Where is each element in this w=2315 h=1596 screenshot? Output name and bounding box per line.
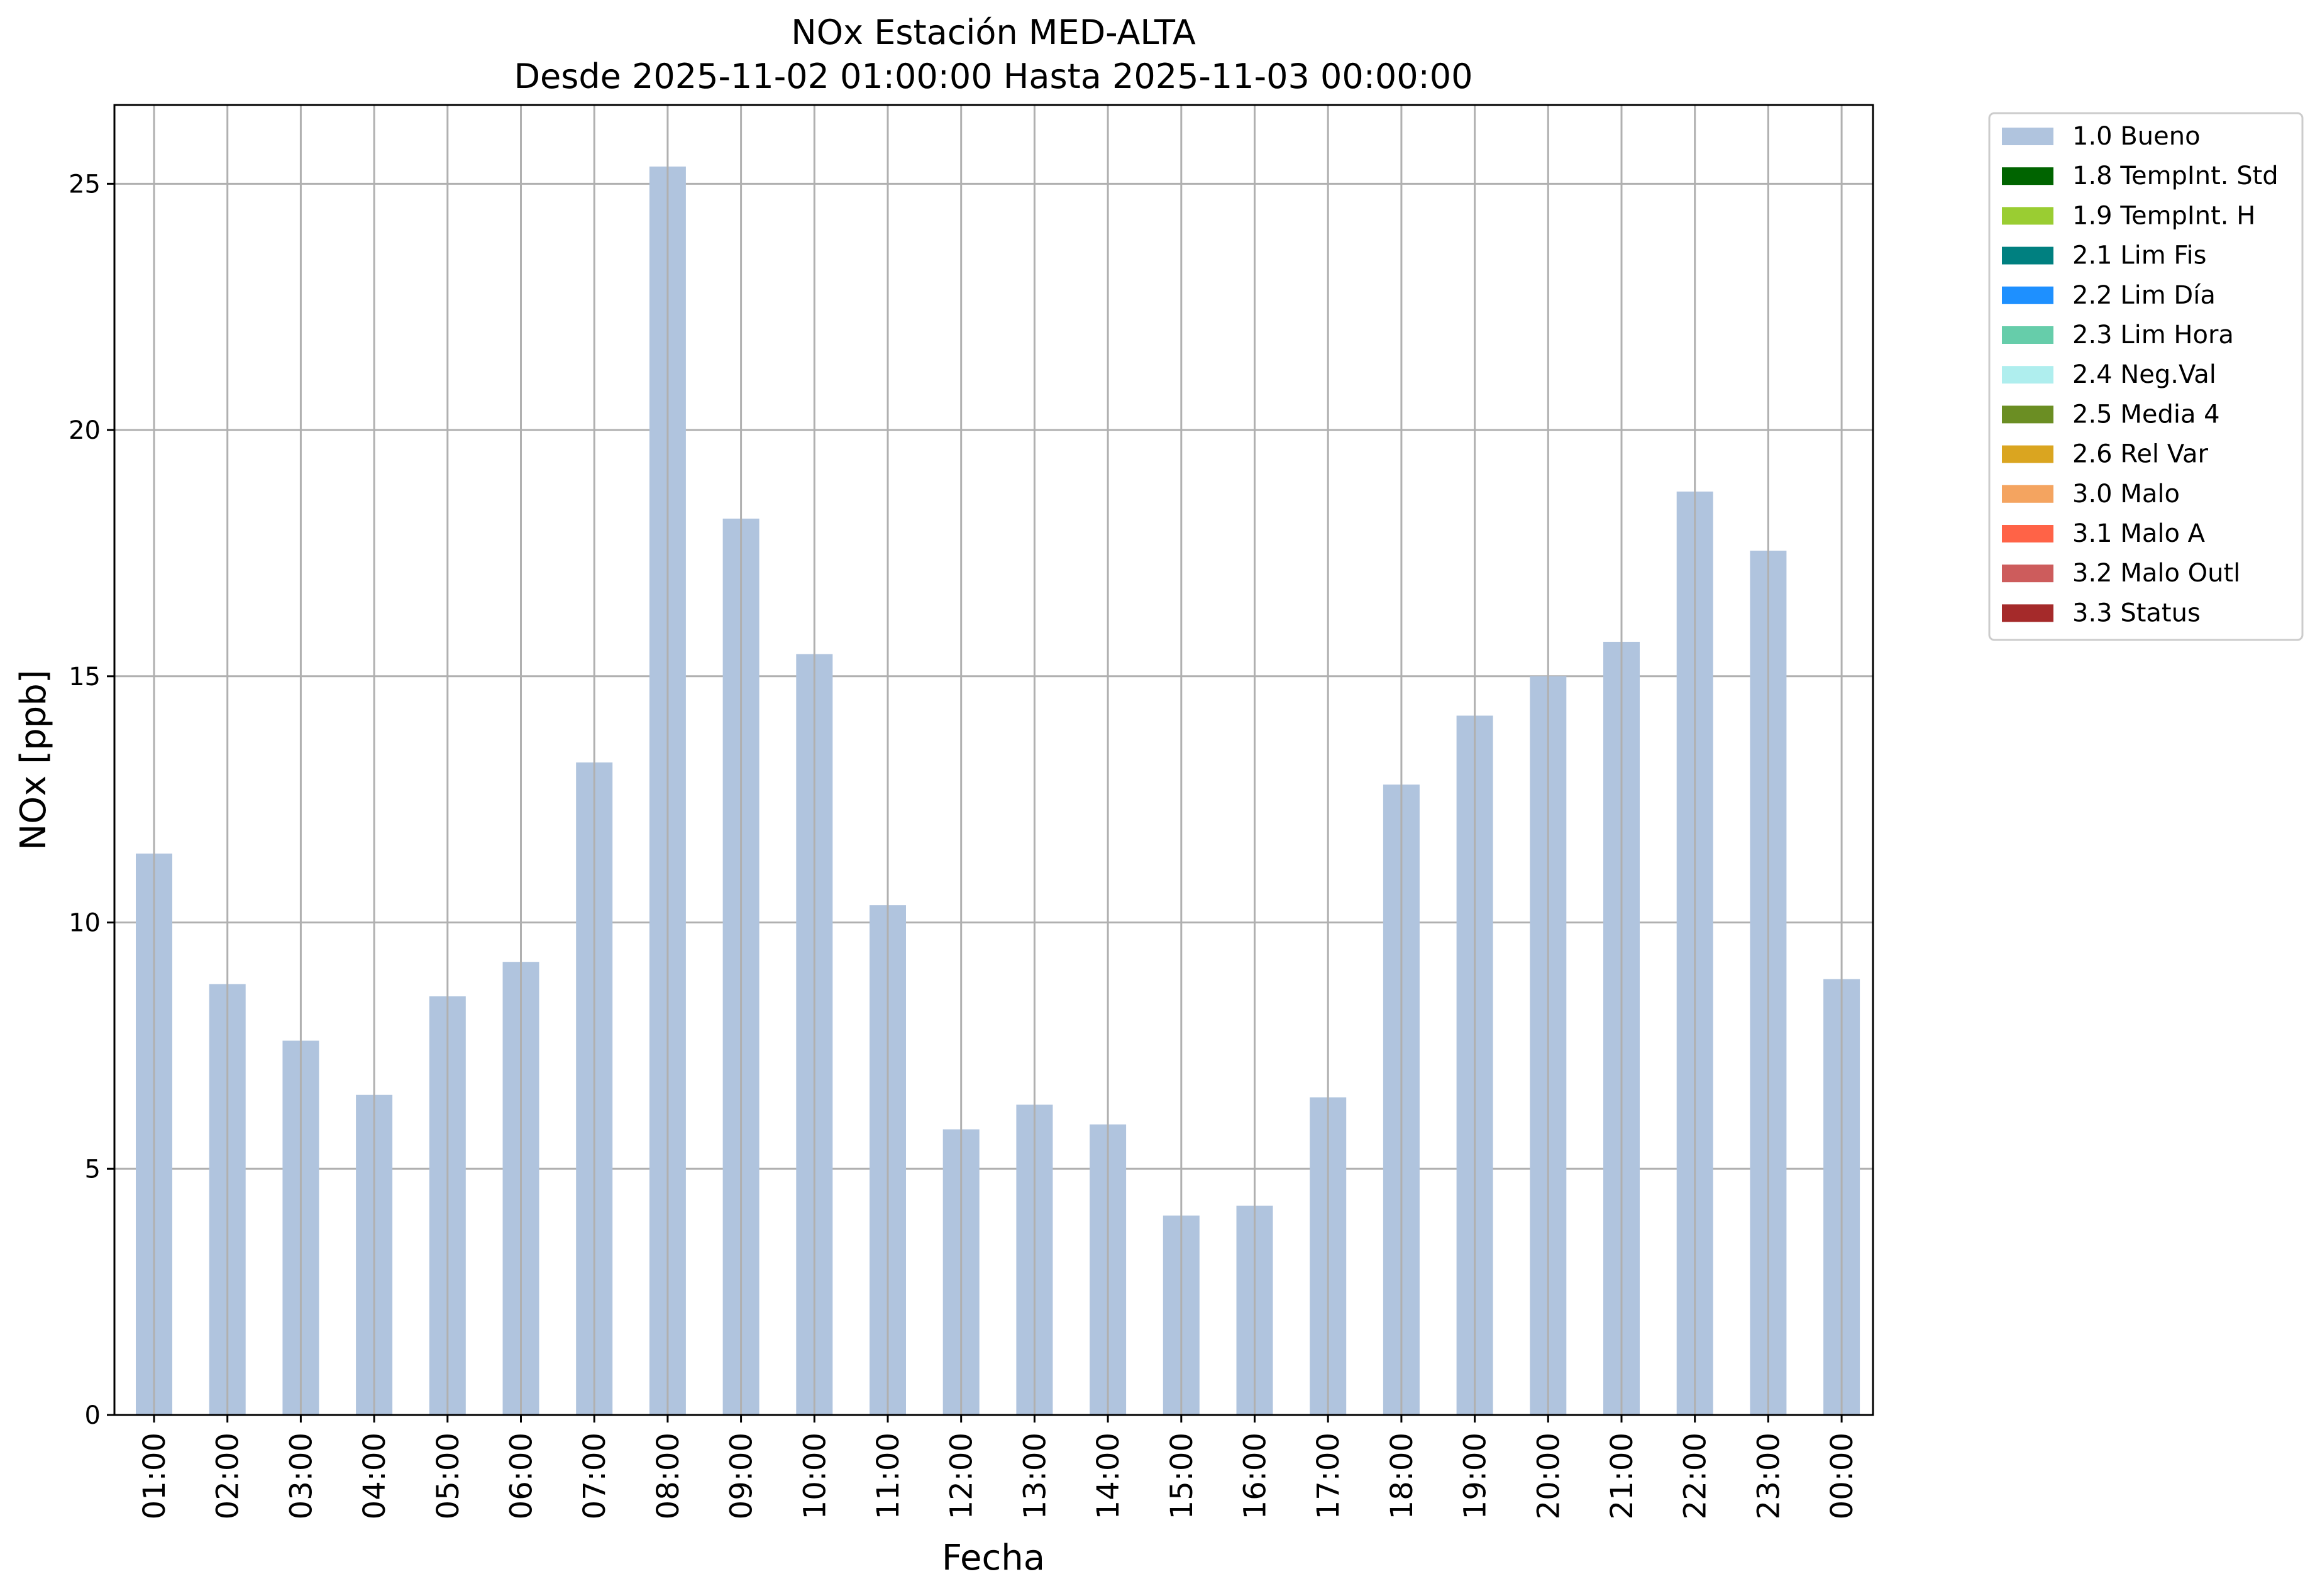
x-tick-label: 06:00 xyxy=(504,1433,539,1519)
legend-label: 2.5 Media 4 xyxy=(2072,400,2220,429)
legend-label: 2.3 Lim Hora xyxy=(2072,321,2234,349)
x-tick-label: 23:00 xyxy=(1751,1433,1786,1519)
x-tick-label: 18:00 xyxy=(1384,1433,1420,1519)
x-tick-label: 21:00 xyxy=(1605,1433,1640,1519)
x-tick-label: 09:00 xyxy=(724,1433,760,1519)
legend-swatch xyxy=(2002,564,2053,583)
legend: 1.0 Bueno 1.8 TempInt. Std 1.9 TempInt. H 2… xyxy=(1988,112,2304,641)
x-tick-label: 01:00 xyxy=(137,1433,172,1519)
legend-label: 1.8 TempInt. Std xyxy=(2072,162,2279,190)
x-tick-label: 14:00 xyxy=(1091,1433,1126,1519)
legend-label: 2.4 Neg.Val xyxy=(2072,360,2216,389)
plot-frame xyxy=(113,104,1874,1416)
x-axis-label: Fecha xyxy=(942,1538,1045,1578)
y-axis-ticks: 0 5 10 15 20 25 xyxy=(69,170,114,1430)
y-tick-label: 5 xyxy=(85,1155,101,1184)
legend-label: 3.1 Malo A xyxy=(2072,519,2206,548)
legend-label: 3.0 Malo xyxy=(2072,480,2180,509)
x-tick-label: 08:00 xyxy=(651,1433,686,1519)
x-tick-label: 22:00 xyxy=(1678,1433,1713,1519)
legend-swatch xyxy=(2002,445,2053,463)
y-tick-label: 15 xyxy=(69,663,101,691)
x-tick-label: 13:00 xyxy=(1017,1433,1053,1519)
legend-swatch xyxy=(2002,286,2053,304)
x-tick-label: 12:00 xyxy=(944,1433,980,1519)
chart-title: NOx Estación MED-ALTA xyxy=(791,13,1196,52)
legend-swatch xyxy=(2002,128,2053,145)
legend-swatch xyxy=(2002,604,2053,622)
x-tick-label: 02:00 xyxy=(211,1433,246,1519)
x-tick-label: 17:00 xyxy=(1311,1433,1346,1519)
legend-swatch xyxy=(2002,405,2053,424)
x-tick-label: 10:00 xyxy=(797,1433,832,1519)
x-tick-label: 04:00 xyxy=(357,1433,392,1519)
x-tick-label: 20:00 xyxy=(1531,1433,1566,1519)
legend-label: 2.1 Lim Fis xyxy=(2072,241,2206,270)
legend-swatch xyxy=(2002,326,2053,344)
legend-swatch xyxy=(2002,485,2053,503)
y-tick-label: 10 xyxy=(69,909,101,938)
legend-label: 2.2 Lim Día xyxy=(2072,281,2216,310)
legend-swatch xyxy=(2002,525,2053,542)
legend-label: 3.2 Malo Outl xyxy=(2072,559,2240,588)
y-axis-label: NOx [ppb] xyxy=(13,669,54,850)
legend-box xyxy=(1988,112,2304,641)
legend-label: 1.9 TempInt. H xyxy=(2072,201,2255,230)
x-tick-label: 07:00 xyxy=(577,1433,612,1519)
x-tick-label: 03:00 xyxy=(284,1433,319,1519)
x-tick-label: 16:00 xyxy=(1238,1433,1273,1519)
x-tick-label: 11:00 xyxy=(871,1433,906,1519)
legend-label: 1.0 Bueno xyxy=(2072,122,2201,151)
x-tick-label: 05:00 xyxy=(431,1433,466,1519)
chart-subtitle: Desde 2025-11-02 01:00:00 Hasta 2025-11-… xyxy=(514,57,1472,96)
grid-lines xyxy=(114,182,1873,1170)
bar-series xyxy=(136,105,1860,1416)
legend-label: 2.6 Rel Var xyxy=(2072,440,2209,469)
legend-swatch xyxy=(2002,207,2053,225)
legend-swatch xyxy=(2002,366,2053,384)
y-tick-label: 25 xyxy=(69,170,101,199)
y-tick-label: 0 xyxy=(85,1401,101,1430)
x-tick-label: 19:00 xyxy=(1458,1433,1493,1519)
x-tick-label: 00:00 xyxy=(1825,1433,1860,1519)
y-tick-label: 20 xyxy=(69,416,101,445)
legend-swatch xyxy=(2002,167,2053,185)
legend-swatch xyxy=(2002,246,2053,265)
x-tick-label: 15:00 xyxy=(1164,1433,1200,1519)
legend-label: 3.3 Status xyxy=(2072,598,2201,627)
x-axis-ticks: 01:00 02:00 03:00 04:00 05:00 06:00 07:00 08:00… xyxy=(137,1415,1860,1519)
